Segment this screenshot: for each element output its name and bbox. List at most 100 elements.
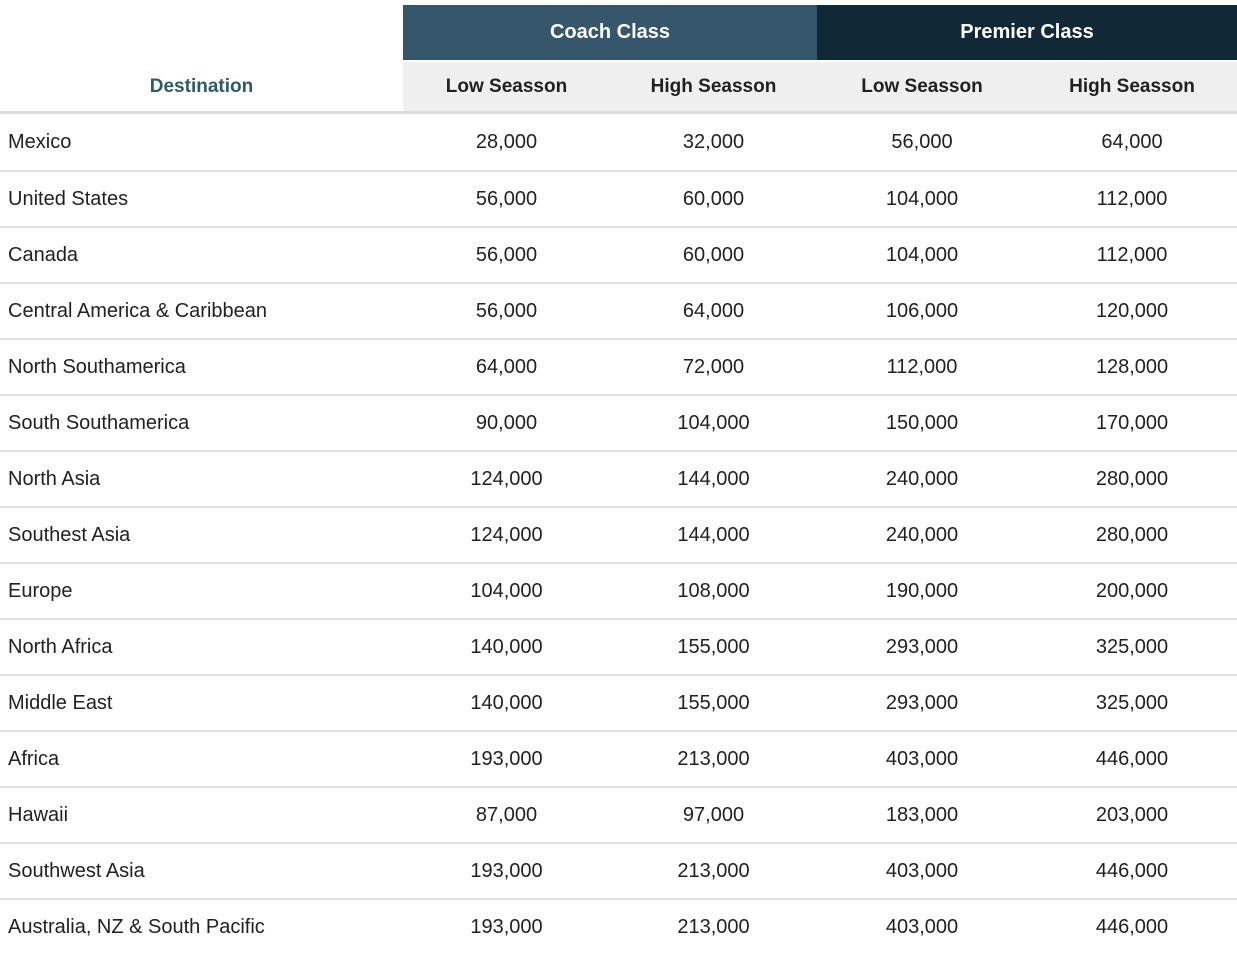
table-row: Africa 193,000 213,000 403,000 446,000: [0, 730, 1237, 786]
coach-low-season-value: 140,000: [470, 691, 543, 714]
premier-high-season-value: 446,000: [1095, 747, 1169, 770]
premier-low-season-value: 403,000: [885, 915, 959, 938]
coach-high-season-value: 213,000: [677, 859, 750, 882]
coach-low-season-value: 193,000: [470, 915, 543, 938]
premier-high-season-header: High Seasson: [1027, 62, 1237, 111]
destination-cell: Australia, NZ & South Pacific: [8, 915, 265, 938]
premier-low-season-value: 183,000: [885, 803, 959, 826]
premier-low-season-value: 240,000: [885, 523, 959, 546]
coach-low-season-value: 140,000: [470, 635, 543, 658]
premier-high-season-value: 446,000: [1095, 915, 1169, 938]
destination-cell: Africa: [8, 747, 60, 770]
coach-low-season-header: Low Seasson: [403, 62, 610, 111]
premier-class-header: Premier Class: [817, 5, 1237, 60]
premier-high-season-value: 280,000: [1095, 467, 1169, 490]
premier-high-season-value: 128,000: [1095, 355, 1169, 378]
coach-high-season-value: 108,000: [677, 579, 750, 602]
destination-cell: Europe: [8, 579, 73, 602]
destination-cell: Middle East: [8, 691, 113, 714]
destination-cell: North Asia: [8, 467, 101, 490]
coach-high-season-value: 213,000: [677, 747, 750, 770]
coach-high-season-value: 64,000: [682, 299, 745, 322]
premier-high-season-value: 325,000: [1095, 691, 1169, 714]
premier-high-season-value: 120,000: [1095, 299, 1169, 322]
table-row: Central America & Caribbean 56,000 64,00…: [0, 282, 1237, 338]
table-row: North Southamerica 64,000 72,000 112,000…: [0, 338, 1237, 394]
destination-cell: Southwest Asia: [8, 859, 145, 882]
coach-low-season-value: 193,000: [470, 859, 543, 882]
premier-low-season-value: 403,000: [885, 747, 959, 770]
coach-low-season-value: 56,000: [475, 243, 538, 266]
coach-high-season-value: 97,000: [682, 803, 745, 826]
premier-low-season-value: 293,000: [885, 635, 959, 658]
table-body: Mexico 28,000 32,000 56,000 64,000 Unite…: [0, 114, 1237, 954]
table-row: Mexico 28,000 32,000 56,000 64,000: [0, 114, 1237, 170]
coach-low-season-value: 87,000: [475, 803, 538, 826]
destination-cell: Mexico: [8, 130, 72, 153]
destination-cell: Central America & Caribbean: [8, 299, 268, 322]
award-pricing-table: Coach Class Premier Class Destination Lo…: [0, 5, 1237, 954]
table-row: Southwest Asia 193,000 213,000 403,000 4…: [0, 842, 1237, 898]
premier-high-season-value: 200,000: [1095, 579, 1169, 602]
premier-low-season-value: 190,000: [885, 579, 959, 602]
destination-cell: Canada: [8, 243, 79, 266]
premier-high-season-value: 280,000: [1095, 523, 1169, 546]
premier-low-season-value: 150,000: [885, 411, 959, 434]
coach-high-season-value: 144,000: [677, 523, 750, 546]
coach-low-season-value: 124,000: [470, 467, 543, 490]
premier-low-season-value: 56,000: [891, 130, 953, 153]
premier-low-season-value: 112,000: [886, 355, 958, 378]
coach-low-season-value: 104,000: [470, 579, 543, 602]
table-row: North Africa 140,000 155,000 293,000 325…: [0, 618, 1237, 674]
premier-low-season-header: Low Seasson: [817, 62, 1027, 111]
premier-low-season-value: 106,000: [885, 299, 959, 322]
premier-low-season-value: 104,000: [885, 187, 959, 210]
destination-cell: United States: [8, 187, 129, 210]
destination-cell: South Southamerica: [8, 411, 190, 434]
class-header-row: Coach Class Premier Class: [0, 5, 1237, 60]
premier-low-season-value: 104,000: [885, 243, 959, 266]
table-row: Australia, NZ & South Pacific 193,000 21…: [0, 898, 1237, 954]
table-row: United States 56,000 60,000 104,000 112,…: [0, 170, 1237, 226]
coach-low-season-value: 64,000: [475, 355, 538, 378]
premier-high-season-value: 446,000: [1095, 859, 1169, 882]
premier-high-season-value: 112,000: [1096, 243, 1168, 266]
premier-low-season-value: 293,000: [885, 691, 959, 714]
coach-low-season-value: 28,000: [475, 130, 538, 153]
table-row: South Southamerica 90,000 104,000 150,00…: [0, 394, 1237, 450]
destination-cell: Hawaii: [8, 803, 69, 826]
coach-high-season-value: 32,000: [682, 130, 745, 153]
table-row: Southest Asia 124,000 144,000 240,000 28…: [0, 506, 1237, 562]
coach-low-season-value: 193,000: [470, 747, 543, 770]
destination-cell: North Africa: [8, 635, 113, 658]
coach-class-header: Coach Class: [403, 5, 817, 60]
header-spacer: [0, 5, 403, 60]
coach-high-season-value: 60,000: [682, 187, 745, 210]
coach-high-season-value: 155,000: [677, 691, 750, 714]
coach-high-season-value: 213,000: [677, 915, 750, 938]
premier-high-season-value: 203,000: [1095, 803, 1169, 826]
premier-low-season-value: 403,000: [885, 859, 959, 882]
premier-high-season-value: 325,000: [1095, 635, 1169, 658]
premier-high-season-value: 170,000: [1095, 411, 1169, 434]
destination-cell: North Southamerica: [8, 355, 186, 378]
coach-high-season-value: 60,000: [682, 243, 745, 266]
coach-low-season-value: 90,000: [475, 411, 538, 434]
table-row: Europe 104,000 108,000 190,000 200,000: [0, 562, 1237, 618]
coach-high-season-value: 72,000: [682, 355, 745, 378]
premier-high-season-value: 112,000: [1096, 187, 1168, 210]
coach-high-season-value: 155,000: [677, 635, 750, 658]
table-row: Hawaii 87,000 97,000 183,000 203,000: [0, 786, 1237, 842]
season-header-row: Destination Low Seasson High Seasson Low…: [0, 62, 1237, 114]
premier-high-season-value: 64,000: [1101, 130, 1163, 153]
coach-low-season-value: 56,000: [475, 187, 538, 210]
destination-cell: Southest Asia: [8, 523, 131, 546]
table-row: Canada 56,000 60,000 104,000 112,000: [0, 226, 1237, 282]
coach-high-season-value: 144,000: [677, 467, 750, 490]
coach-low-season-value: 56,000: [475, 299, 538, 322]
premier-low-season-value: 240,000: [885, 467, 959, 490]
table-row: North Asia 124,000 144,000 240,000 280,0…: [0, 450, 1237, 506]
coach-high-season-header: High Seasson: [610, 62, 817, 111]
coach-high-season-value: 104,000: [677, 411, 750, 434]
table-row: Middle East 140,000 155,000 293,000 325,…: [0, 674, 1237, 730]
